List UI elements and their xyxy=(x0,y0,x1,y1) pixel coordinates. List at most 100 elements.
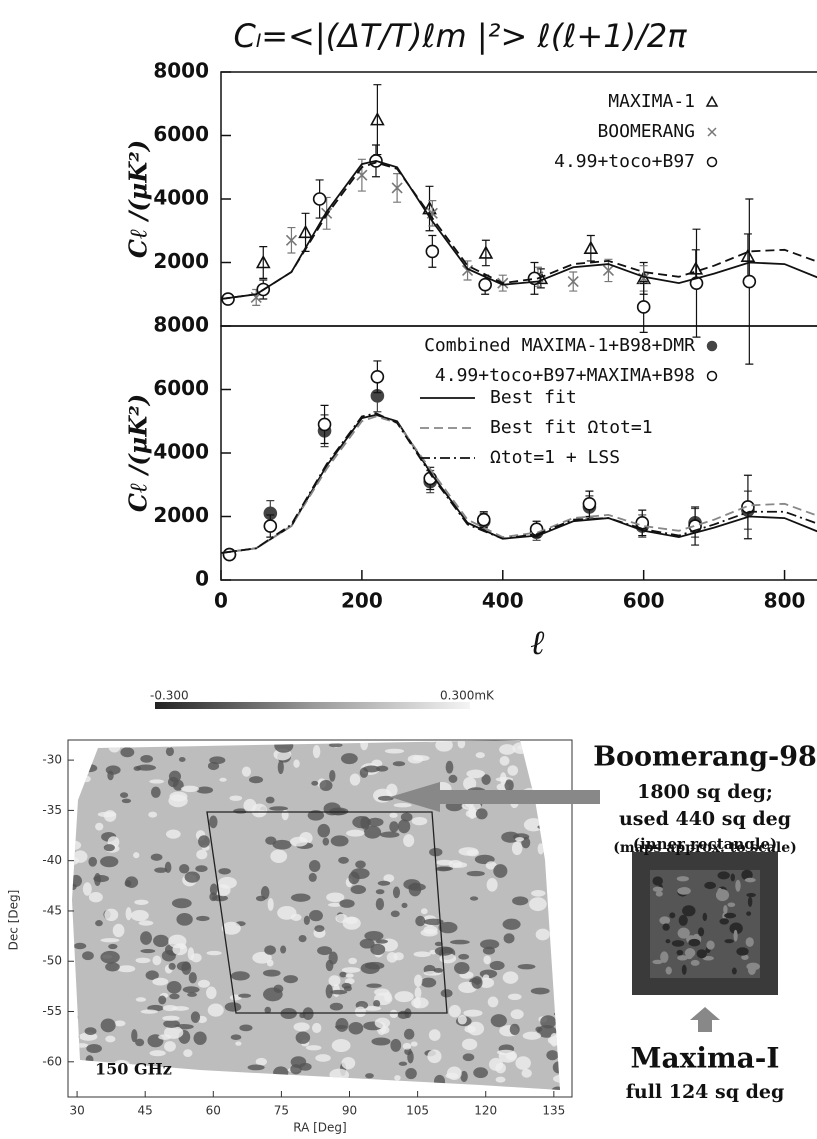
map-blob xyxy=(529,897,547,912)
map-blob xyxy=(209,883,218,896)
map-blob xyxy=(262,969,281,977)
maxima-blob xyxy=(706,940,715,950)
map-blob xyxy=(389,821,399,833)
map-blob xyxy=(348,1021,364,1035)
map-blob xyxy=(346,829,365,837)
model-curve xyxy=(220,161,817,300)
map-blob xyxy=(326,892,345,903)
map-blob xyxy=(152,1079,172,1089)
map-blob xyxy=(133,852,140,859)
marker xyxy=(317,417,332,432)
maxima-blob xyxy=(723,905,728,914)
map-blob xyxy=(93,875,110,883)
map-blob xyxy=(206,950,222,956)
y-tick-label: 4000 xyxy=(153,186,209,210)
map-blob xyxy=(290,913,302,921)
map-blob xyxy=(485,861,497,870)
map-blob xyxy=(136,764,156,771)
map-blob xyxy=(108,943,118,950)
map-blob xyxy=(408,883,426,891)
maxima-blob xyxy=(696,949,707,959)
map-blob xyxy=(350,885,367,895)
map-blob xyxy=(150,853,163,861)
map-blob xyxy=(100,1084,117,1090)
map-blob xyxy=(178,757,186,762)
map-blob xyxy=(466,870,485,877)
map-blob xyxy=(255,1057,267,1066)
map-blob xyxy=(171,898,192,909)
maxima-blob xyxy=(660,951,669,963)
map-blob xyxy=(229,795,243,801)
map-blob xyxy=(309,910,323,922)
maxima-blob xyxy=(746,893,756,898)
error-bar xyxy=(481,239,490,267)
map-blob xyxy=(205,740,223,745)
map-blob xyxy=(187,992,197,997)
map-blob xyxy=(328,975,341,987)
map-blob xyxy=(530,987,550,995)
map-blob xyxy=(131,1029,138,1043)
map-blob xyxy=(125,876,139,888)
map-blob xyxy=(547,775,560,785)
map-blob xyxy=(392,761,406,767)
map-blob xyxy=(509,1023,520,1035)
map-blob xyxy=(267,897,274,911)
marker xyxy=(636,300,651,314)
maxima-blob xyxy=(727,902,736,907)
band-label: 150 GHz xyxy=(95,1060,172,1079)
map-blob xyxy=(367,817,384,827)
maxima-blob xyxy=(677,927,690,939)
map-blob xyxy=(207,1003,224,1017)
map-blob xyxy=(209,756,226,765)
map-blob xyxy=(85,1055,94,1065)
map-blob xyxy=(438,921,458,934)
maxima-blob xyxy=(746,911,752,916)
map-blob xyxy=(329,1002,344,1011)
map-blob xyxy=(363,825,382,839)
map-blob xyxy=(398,1061,408,1066)
map-blob xyxy=(392,886,401,899)
sky-map: -0.300 0.300mK 150 GHz RA [Deg] Dec [Deg… xyxy=(7,689,778,1135)
map-blob xyxy=(556,763,560,771)
maxima-blob xyxy=(717,887,723,896)
marker xyxy=(425,244,440,259)
map-blob xyxy=(404,1047,412,1056)
map-blob xyxy=(104,908,119,922)
map-blob xyxy=(495,1076,506,1083)
map-blob xyxy=(376,1085,395,1090)
map-blob xyxy=(375,889,385,895)
colorbar xyxy=(155,702,470,709)
map-blob xyxy=(293,1089,310,1090)
map-blob xyxy=(219,777,227,782)
map-blob xyxy=(359,767,369,778)
map-blob xyxy=(433,1074,446,1088)
map-blob xyxy=(152,977,169,986)
map-blob xyxy=(181,785,199,793)
map-blob xyxy=(265,836,277,845)
map-blob xyxy=(370,943,386,956)
map-blob xyxy=(73,850,88,863)
map-blob xyxy=(230,971,250,981)
maxima-blob xyxy=(652,876,663,886)
map-blob xyxy=(201,741,212,747)
map-blob xyxy=(82,775,91,783)
x-tick-label: 200 xyxy=(341,589,383,613)
map-blob xyxy=(454,961,470,975)
map-blob xyxy=(121,798,132,804)
marker xyxy=(583,240,599,255)
map-blob xyxy=(312,745,321,759)
map-blob xyxy=(551,805,560,819)
map-blob xyxy=(215,884,231,897)
maxima-blob xyxy=(724,912,737,919)
legend-label: 4.99+toco+B97 xyxy=(554,151,695,172)
map-blob xyxy=(389,1009,398,1019)
map-blob xyxy=(325,959,334,972)
map-blob xyxy=(224,1002,242,1012)
map-blob xyxy=(394,1075,401,1081)
marker xyxy=(476,512,491,527)
maxima-blob xyxy=(702,912,708,922)
x-tick-label: 0 xyxy=(214,589,228,613)
map-blob xyxy=(466,769,485,779)
map-blob xyxy=(196,849,208,860)
